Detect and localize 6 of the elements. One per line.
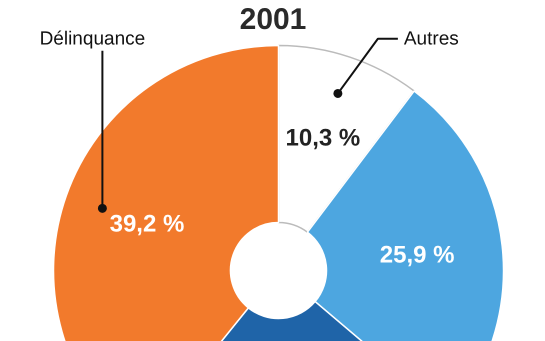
data-label: 39,2 %	[110, 210, 184, 238]
chart-title: 2001	[240, 3, 306, 36]
slice-label: Autres	[404, 28, 459, 50]
data-label: 10,3 %	[285, 124, 360, 152]
data-label: 25,9 %	[380, 242, 455, 269]
slice-label: Délinquance	[40, 28, 146, 50]
